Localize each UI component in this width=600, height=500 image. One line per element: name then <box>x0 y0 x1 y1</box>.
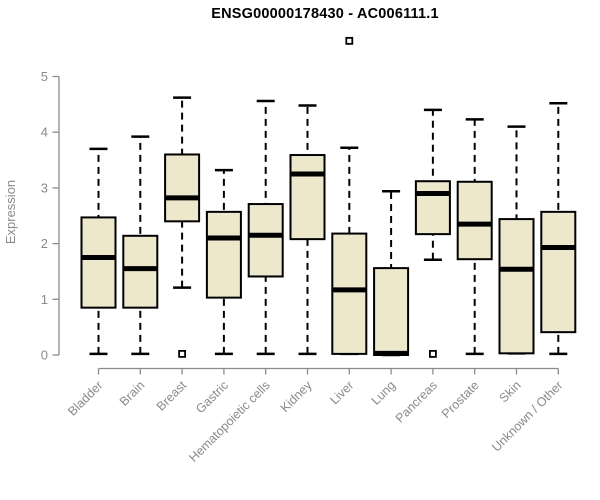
box <box>122 234 159 309</box>
y-tick-label: 1 <box>41 292 48 307</box>
chart-title: ENSG00000178430 - AC006111.1 <box>211 6 439 22</box>
x-tick-label: Lung <box>369 378 399 408</box>
x-tick-label: Unknown / Other <box>489 378 565 454</box>
x-tick-label: Gastric <box>193 378 231 416</box>
box <box>414 180 451 236</box>
box <box>456 180 493 261</box>
x-tick-label: Kidney <box>278 378 315 415</box>
x-tick-label: Bladder <box>65 378 105 418</box>
x-tick-label: Pancreas <box>393 378 440 425</box>
outlier-point <box>178 349 187 358</box>
box <box>331 232 368 355</box>
x-tick-label: Liver <box>327 378 356 407</box>
box <box>247 203 284 278</box>
box <box>205 210 242 299</box>
x-tick-label: Skin <box>497 378 524 405</box>
outlier-point <box>428 349 437 358</box>
box <box>164 153 201 223</box>
box <box>289 154 326 241</box>
y-tick-label: 4 <box>41 125 48 140</box>
y-tick-label: 5 <box>41 69 48 84</box>
y-axis-label: Expression <box>3 180 18 244</box>
y-tick-label: 2 <box>41 236 48 251</box>
box <box>373 267 410 356</box>
x-tick-label: Hematopoietic cells <box>186 378 273 465</box>
box <box>498 218 535 355</box>
box <box>80 216 117 309</box>
box <box>540 210 577 334</box>
x-tick-label: Brain <box>117 378 148 409</box>
x-tick-label: Prostate <box>439 378 482 421</box>
y-tick-label: 3 <box>41 180 48 195</box>
x-tick-label: Breast <box>154 378 190 414</box>
outlier-point <box>345 36 354 45</box>
y-tick-label: 0 <box>41 348 48 363</box>
